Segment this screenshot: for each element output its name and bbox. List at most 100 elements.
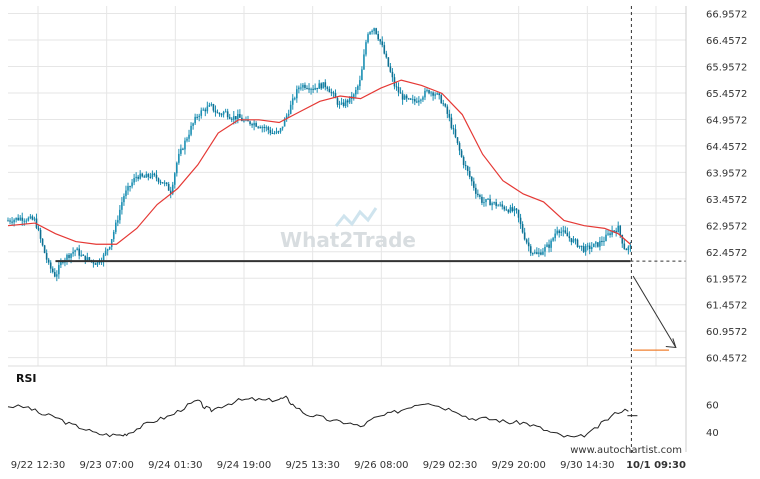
- candle-body: [265, 127, 268, 129]
- candle-body: [135, 176, 137, 179]
- candle-body: [507, 210, 510, 213]
- candle-body: [491, 203, 493, 206]
- candle-body: [249, 121, 251, 125]
- candle-body: [210, 104, 213, 106]
- candle-body: [287, 113, 290, 116]
- y-tick-label: 64.4572: [706, 142, 747, 153]
- y-tick-label: 61.4572: [706, 301, 747, 312]
- candle-body: [60, 261, 62, 266]
- candle-body: [25, 220, 28, 222]
- x-tick-label: 9/29 02:30: [423, 460, 477, 471]
- candle-body: [204, 109, 207, 112]
- candle-body: [76, 248, 78, 251]
- candle-body: [536, 252, 538, 254]
- candle-body: [108, 246, 111, 250]
- candle-body: [552, 238, 554, 241]
- candle-body: [167, 183, 170, 191]
- candle-body: [259, 127, 262, 129]
- candle-body: [255, 123, 257, 127]
- candle-body: [306, 88, 308, 90]
- candle-body: [153, 173, 156, 175]
- candle-body: [479, 195, 481, 197]
- candle-body: [289, 104, 292, 114]
- candle-body: [395, 86, 398, 88]
- candle-body: [523, 232, 526, 240]
- projection-arrow: [632, 275, 677, 349]
- candle-body: [129, 186, 131, 188]
- candle-body: [405, 95, 408, 99]
- candle-body: [521, 224, 524, 233]
- candle-body: [318, 83, 321, 89]
- candle-body: [253, 123, 255, 126]
- candle-body: [141, 173, 144, 177]
- candle-body: [621, 234, 624, 244]
- candle-body: [176, 162, 178, 174]
- candle-body: [475, 187, 477, 194]
- rsi-axis: 60 40: [706, 401, 719, 440]
- candle-body: [243, 120, 245, 122]
- candle-body: [546, 244, 548, 247]
- candle-body: [279, 128, 282, 132]
- candle-body: [125, 190, 127, 197]
- candle-body: [418, 100, 420, 103]
- candle-body: [11, 221, 13, 223]
- watermark-text: What2Trade: [280, 228, 416, 252]
- candle-body: [497, 205, 499, 207]
- moving-average-line: [7, 79, 631, 245]
- candle-body: [519, 217, 522, 225]
- candle-body: [304, 84, 306, 89]
- candle-body: [487, 198, 489, 200]
- candle-body: [430, 92, 432, 94]
- candle-body: [414, 99, 416, 102]
- candle-body: [499, 204, 502, 206]
- candle-body: [468, 171, 471, 177]
- y-tick-label: 65.4572: [706, 89, 747, 100]
- candle-body: [411, 99, 414, 101]
- candle-body: [560, 231, 563, 234]
- candle-body: [145, 174, 148, 178]
- y-tick-label: 63.4572: [706, 195, 747, 206]
- candle-body: [440, 95, 443, 104]
- candle-body: [110, 239, 113, 247]
- candle-body: [584, 245, 587, 252]
- candle-body: [574, 239, 577, 241]
- candle-body: [503, 206, 506, 210]
- candle-body: [212, 104, 215, 111]
- candle-body: [334, 93, 337, 99]
- candle-body: [444, 103, 447, 107]
- candle-body: [379, 39, 382, 42]
- candle-body: [228, 117, 231, 119]
- candle-body: [96, 260, 99, 265]
- candle-body: [625, 249, 628, 251]
- candle-body: [23, 220, 26, 222]
- candle-body: [381, 41, 384, 46]
- candle-body: [139, 173, 142, 179]
- candle-body: [218, 113, 221, 115]
- candle-body: [416, 101, 418, 103]
- candle-body: [328, 88, 331, 93]
- candle-body: [367, 34, 369, 43]
- candle-body: [271, 133, 274, 135]
- projection-line: [632, 275, 677, 348]
- candle-body: [94, 263, 97, 265]
- y-tick-label: 66.9572: [706, 10, 747, 21]
- candle-body: [448, 113, 451, 118]
- candle-body: [196, 116, 198, 118]
- candle-body: [302, 84, 304, 88]
- candle-body: [137, 176, 139, 179]
- candle-body: [483, 202, 485, 204]
- candle-body: [346, 100, 349, 103]
- candle-body: [538, 252, 540, 254]
- candle-series: [7, 27, 632, 282]
- candle-body: [155, 174, 158, 179]
- y-tick-label: 63.9572: [706, 168, 747, 179]
- candle-body: [143, 176, 146, 178]
- x-axis: 9/22 12:30 9/23 07:00 9/24 01:30 9/24 19:00…: [11, 460, 686, 471]
- candle-body: [273, 133, 276, 135]
- candle-body: [214, 110, 217, 113]
- candle-body: [399, 92, 402, 94]
- candle-body: [80, 254, 83, 256]
- candle-body: [332, 92, 335, 94]
- candle-body: [293, 98, 296, 100]
